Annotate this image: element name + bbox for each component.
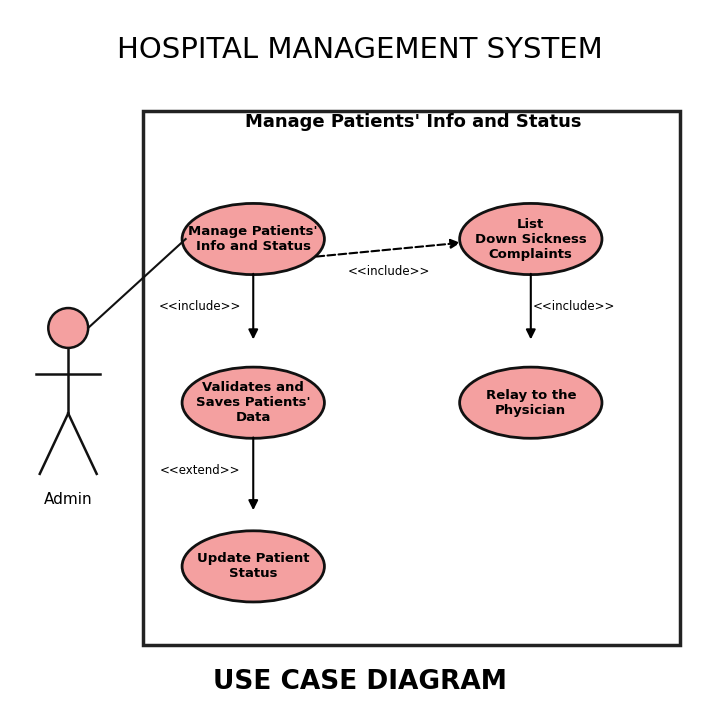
Ellipse shape (182, 367, 325, 438)
Ellipse shape (182, 531, 325, 602)
Text: Manage Patients' Info and Status: Manage Patients' Info and Status (245, 112, 582, 130)
Text: List
Down Sickness
Complaints: List Down Sickness Complaints (475, 217, 587, 261)
Ellipse shape (182, 204, 325, 274)
Text: <<include>>: <<include>> (532, 300, 615, 313)
Text: <<extend>>: <<extend>> (160, 464, 240, 477)
Text: <<include>>: <<include>> (158, 300, 241, 313)
Ellipse shape (459, 367, 602, 438)
Ellipse shape (459, 204, 602, 274)
Text: Update Patient
Status: Update Patient Status (197, 552, 310, 580)
Text: Validates and
Saves Patients'
Data: Validates and Saves Patients' Data (196, 381, 310, 424)
FancyBboxPatch shape (143, 111, 680, 644)
Text: Relay to the
Physician: Relay to the Physician (485, 389, 576, 417)
Text: USE CASE DIAGRAM: USE CASE DIAGRAM (213, 669, 507, 695)
Text: Admin: Admin (44, 492, 93, 507)
Circle shape (48, 308, 88, 348)
Text: HOSPITAL MANAGEMENT SYSTEM: HOSPITAL MANAGEMENT SYSTEM (117, 37, 603, 64)
Text: <<include>>: <<include>> (347, 264, 430, 277)
Text: Manage Patients'
Info and Status: Manage Patients' Info and Status (189, 225, 318, 253)
